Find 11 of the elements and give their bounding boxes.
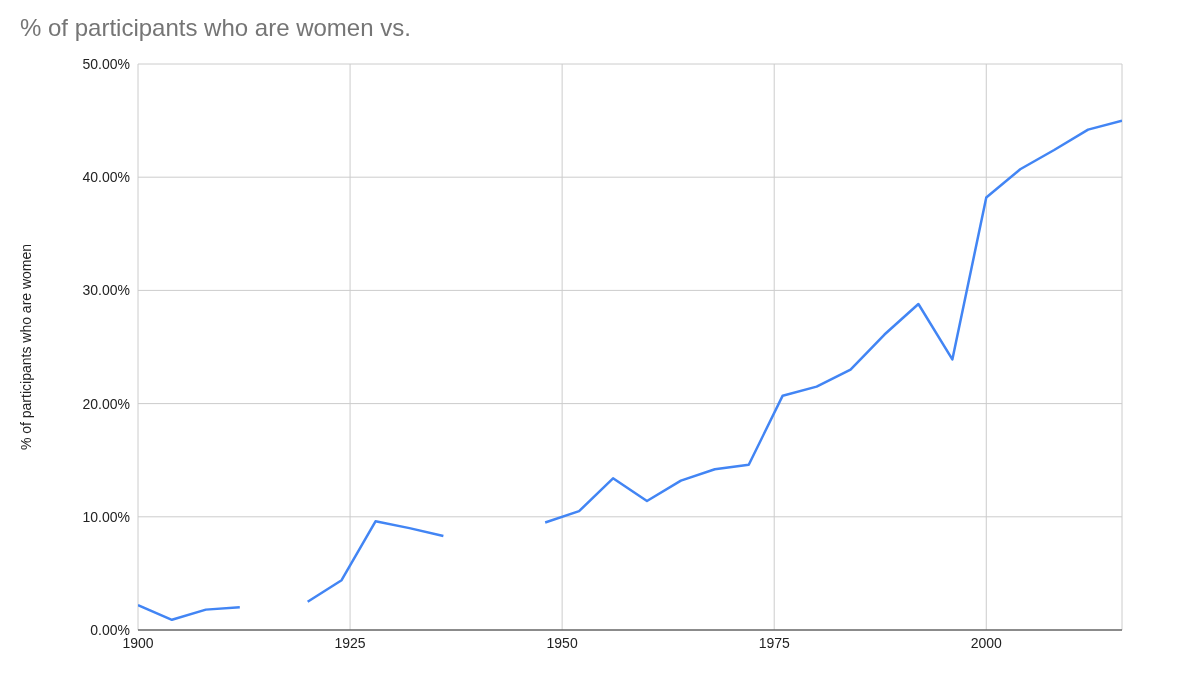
x-tick-label: 1925 bbox=[334, 634, 366, 651]
y-tick-label: 50.00% bbox=[82, 55, 130, 72]
y-tick-label: 10.00% bbox=[82, 508, 130, 525]
y-tick-label: 30.00% bbox=[82, 282, 130, 299]
x-tick-label: 1975 bbox=[758, 634, 790, 651]
chart-title: % of participants who are women vs. bbox=[19, 13, 412, 43]
x-tick-label: 2000 bbox=[970, 634, 1003, 651]
y-tick-label: 40.00% bbox=[82, 169, 130, 186]
y-axis-title: % of participants who are women bbox=[17, 243, 34, 451]
y-tick-label: 20.00% bbox=[82, 395, 130, 412]
x-tick-label: 1950 bbox=[546, 634, 578, 651]
